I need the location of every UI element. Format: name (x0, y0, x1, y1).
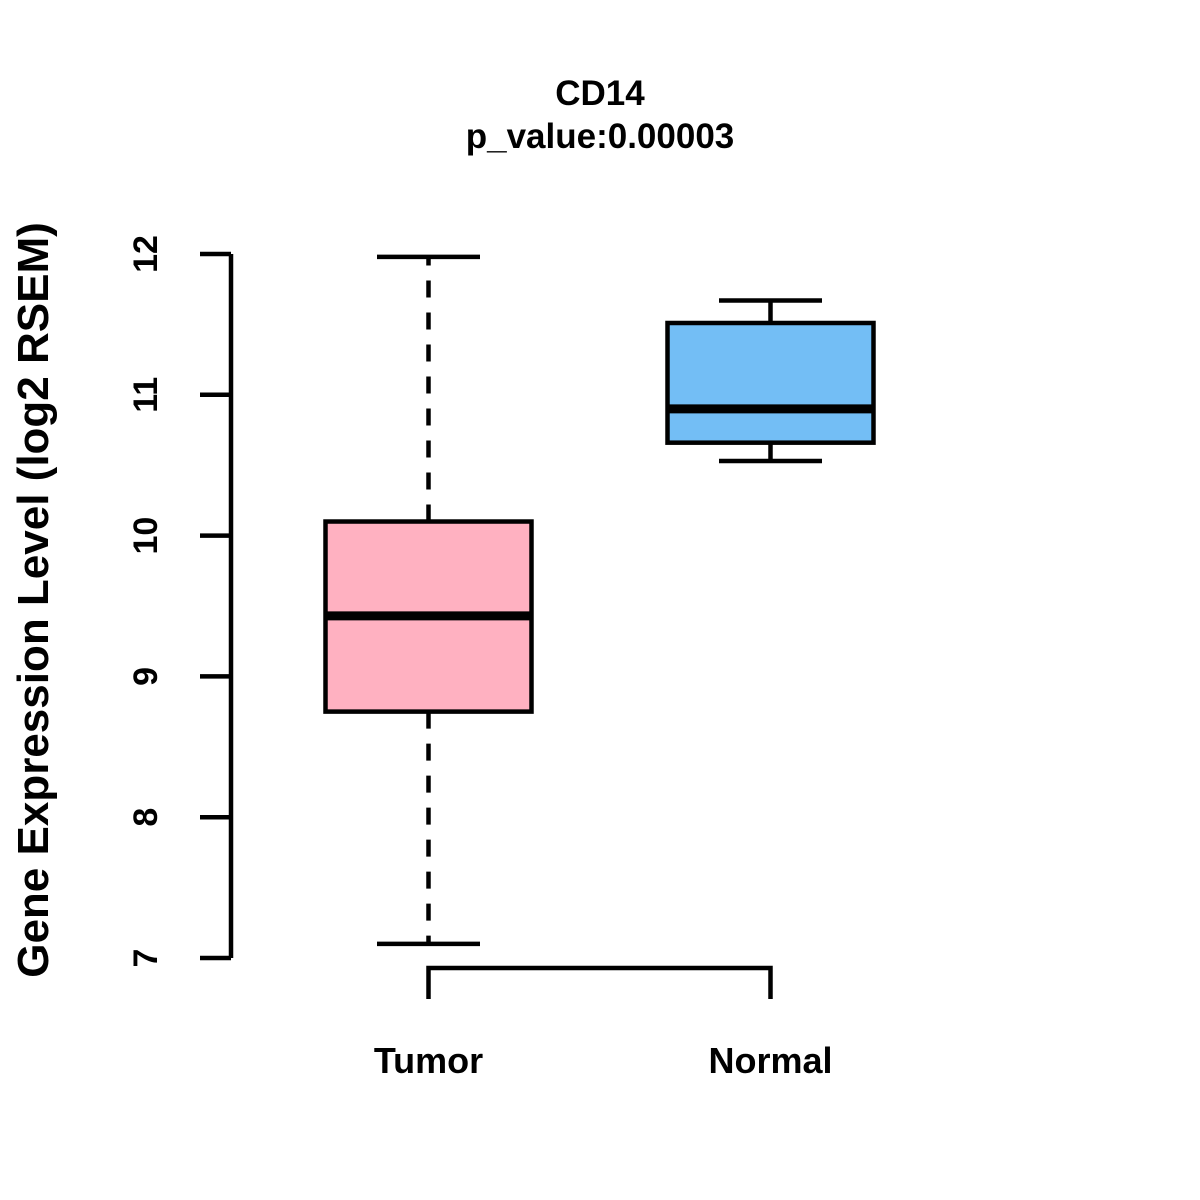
x-axis-bracket (426, 965, 773, 999)
x-category-label-normal: Normal (708, 1040, 832, 1081)
x-category-label-tumor: Tumor (374, 1040, 483, 1081)
y-axis-tick-label: 9 (127, 667, 165, 686)
y-axis-tick-label: 8 (127, 808, 165, 827)
chart-title: CD14 (555, 74, 645, 113)
y-axis-tick-label: 12 (127, 235, 165, 273)
y-axis-tick-label: 10 (127, 517, 165, 555)
y-axis-tick-label: 7 (127, 949, 165, 968)
y-axis-tick-label: 11 (127, 377, 165, 413)
chart-subtitle: p_value:0.00003 (465, 117, 735, 156)
normal-box (665, 320, 876, 445)
